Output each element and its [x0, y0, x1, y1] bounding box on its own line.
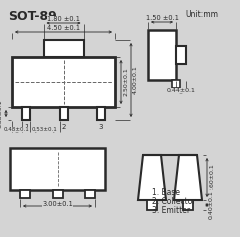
- Bar: [148, 30, 176, 80]
- Bar: [20, 190, 30, 198]
- Text: Unit:mm: Unit:mm: [185, 10, 218, 19]
- Bar: [22, 107, 30, 120]
- Bar: [60, 107, 67, 120]
- Text: 3.00±0.1: 3.00±0.1: [42, 201, 73, 207]
- Bar: [97, 107, 105, 120]
- Bar: [176, 46, 186, 64]
- Bar: [53, 190, 62, 198]
- Text: 1. Base: 1. Base: [152, 188, 180, 197]
- Text: SOT-89: SOT-89: [8, 10, 57, 23]
- Polygon shape: [138, 155, 166, 200]
- Text: 2.60±0.1: 2.60±0.1: [209, 163, 214, 192]
- Text: 4.00±0.1: 4.00±0.1: [133, 66, 138, 94]
- Text: 0.48±0.1: 0.48±0.1: [4, 127, 30, 132]
- Text: 2.50±0.1: 2.50±0.1: [123, 68, 128, 96]
- Text: 0.44±0.1: 0.44±0.1: [167, 88, 195, 93]
- Bar: [10, 148, 105, 190]
- Text: 1.80 ±0.1: 1.80 ±0.1: [47, 16, 80, 22]
- Text: 3. Emitter: 3. Emitter: [152, 206, 190, 215]
- Bar: [172, 80, 180, 88]
- Bar: [12, 57, 115, 107]
- Text: 1.50 ±0.1: 1.50 ±0.1: [146, 15, 178, 21]
- Polygon shape: [174, 155, 202, 200]
- Bar: [43, 40, 84, 57]
- Text: 0.40±0.1: 0.40±0.1: [209, 191, 214, 219]
- Bar: [147, 200, 157, 210]
- Text: 2. Collector: 2. Collector: [152, 197, 196, 206]
- Text: 2: 2: [61, 124, 66, 130]
- Text: 4.50 ±0.1: 4.50 ±0.1: [47, 25, 80, 31]
- Bar: [183, 200, 193, 210]
- Bar: [85, 190, 95, 198]
- Text: 1: 1: [24, 124, 28, 130]
- Text: 0.88±0.1: 0.88±0.1: [0, 99, 3, 128]
- Text: 3: 3: [99, 124, 103, 130]
- Text: 0.53±0.1: 0.53±0.1: [32, 127, 58, 132]
